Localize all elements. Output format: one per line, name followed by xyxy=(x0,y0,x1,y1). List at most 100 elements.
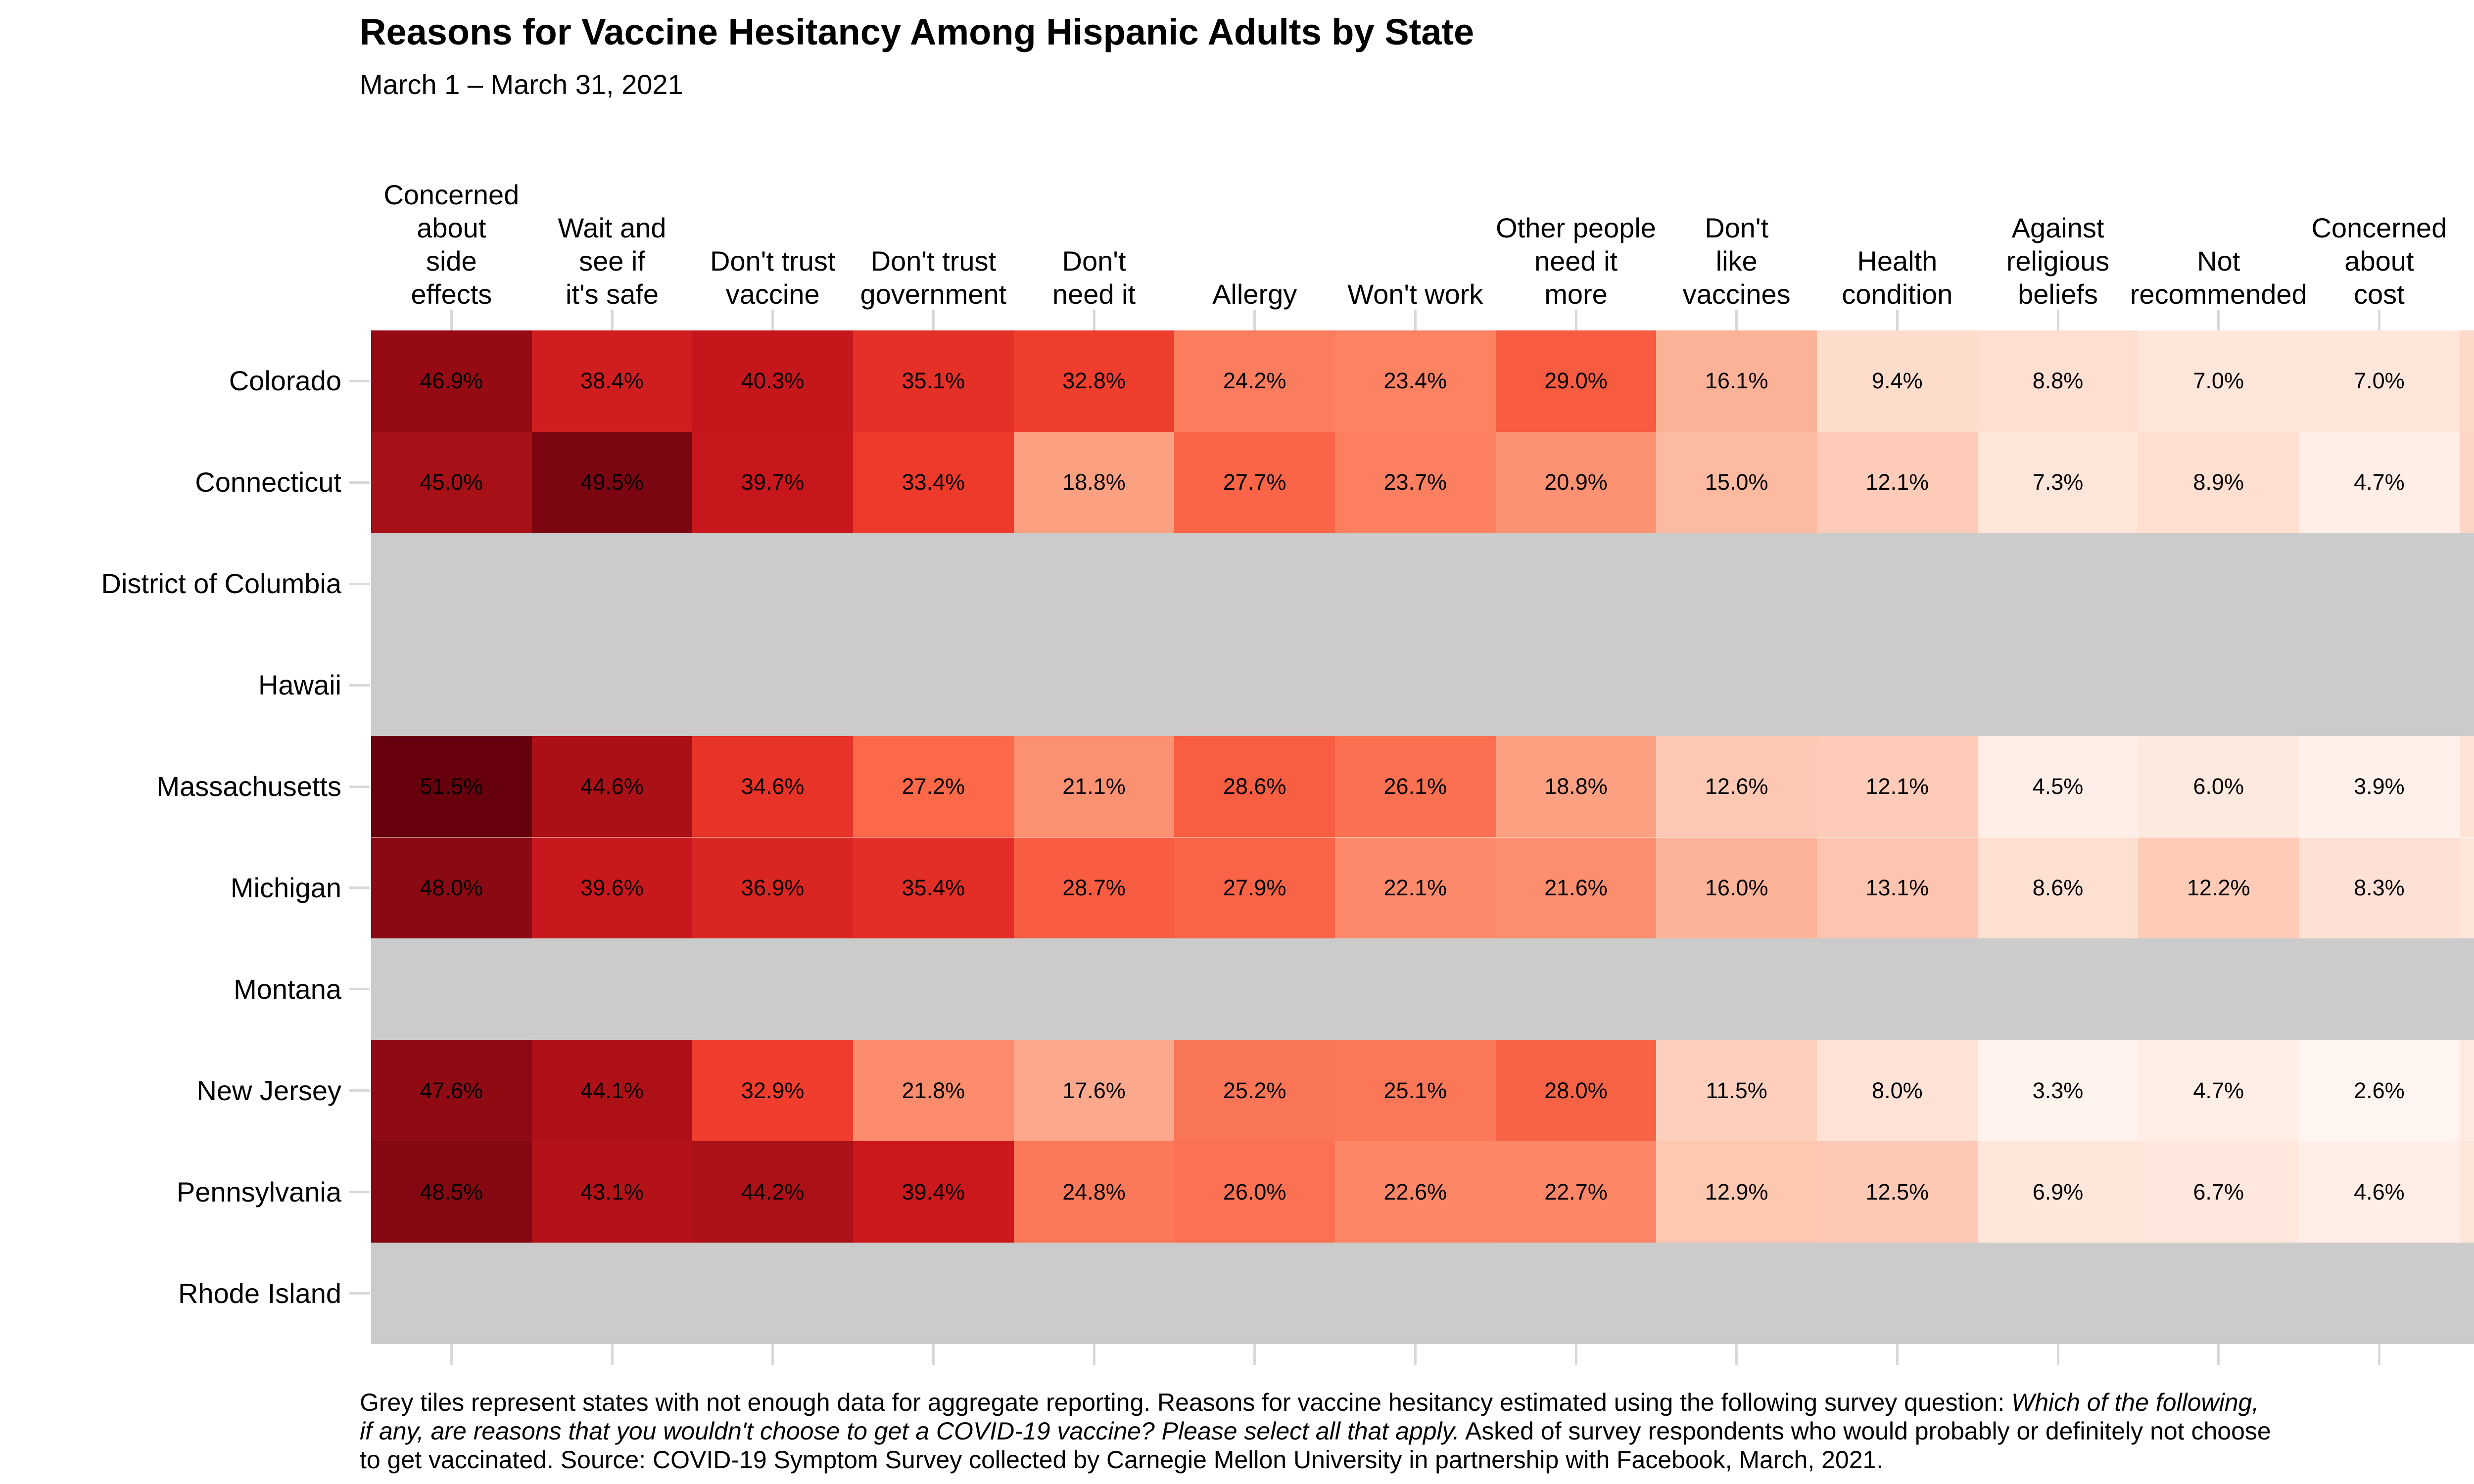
heatmap-cell: 8.8% xyxy=(1977,330,2139,432)
column-header-line: government xyxy=(860,278,1007,310)
axis-tick-left xyxy=(349,886,370,889)
row-label: District of Columbia xyxy=(101,568,341,600)
missing-data-row xyxy=(371,1243,2474,1344)
axis-tick-top xyxy=(2217,310,2220,330)
heatmap-cell: 48.5% xyxy=(371,1141,532,1243)
axis-tick-left xyxy=(349,684,370,687)
column-header: Don't trust vaccine xyxy=(644,170,902,311)
missing-data-row xyxy=(371,533,2474,635)
heatmap-cell: 12.5% xyxy=(1817,1141,1978,1243)
column-header-line: recommended xyxy=(2130,278,2307,310)
axis-tick-bottom xyxy=(611,1344,614,1365)
heatmap-cell: 25.2% xyxy=(1174,1040,1335,1142)
heatmap-cell: 18.8% xyxy=(1495,736,1657,837)
heatmap-cell: 17.6% xyxy=(1013,1040,1175,1142)
footnote-segment: Asked of survey respondents who would pr… xyxy=(1459,1417,2271,1445)
heatmap-cell: 23.7% xyxy=(1335,431,1496,533)
heatmap-cell: 43.1% xyxy=(531,1141,693,1243)
heatmap-cell: 34.6% xyxy=(692,736,853,837)
heatmap-cell: 25.1% xyxy=(1335,1040,1496,1142)
heatmap-cell: 39.4% xyxy=(853,1141,1014,1243)
column-header: Concerned about cost xyxy=(2250,170,2474,311)
column-header: Against religious beliefs xyxy=(1929,170,2187,311)
heatmap-cell: 6.9% xyxy=(1977,1141,2139,1243)
heatmap-cell: 7.3% xyxy=(2459,1141,2474,1243)
heatmap-cell: 3.3% xyxy=(1977,1040,2139,1142)
heatmap-cell: 26.1% xyxy=(1335,736,1496,837)
column-header: Wait and see if it's safe xyxy=(483,170,741,311)
heatmap-cell: 12.9% xyxy=(1656,1141,1817,1243)
column-header-line: vaccine xyxy=(725,278,820,310)
column-header-line: about xyxy=(2344,245,2414,277)
axis-tick-top xyxy=(1735,310,1738,330)
heatmap-cell: 21.6% xyxy=(1495,837,1657,939)
column-header-line: Allergy xyxy=(1212,278,1297,310)
heatmap-cell: 23.4% xyxy=(1335,330,1496,432)
column-header-line: Don't xyxy=(1705,212,1769,243)
heatmap-cell: 45.0% xyxy=(371,431,532,533)
heatmap-cell: 21.1% xyxy=(1013,736,1175,837)
axis-tick-top xyxy=(932,310,935,330)
axis-tick-top xyxy=(1253,310,1256,330)
heatmap-cell: 16.1% xyxy=(1656,330,1817,432)
row-label: Rhode Island xyxy=(178,1277,341,1309)
heatmap-cell: 7.8% xyxy=(2459,736,2474,837)
column-header-line: it's safe xyxy=(565,278,659,310)
axis-tick-left xyxy=(349,785,370,788)
missing-data-row xyxy=(371,634,2474,736)
axis-tick-bottom xyxy=(1414,1344,1417,1365)
heatmap-cell: 13.1% xyxy=(1817,837,1978,939)
footnote-italic-segment: Which of the following, xyxy=(2011,1389,2259,1416)
heatmap-cell: 5.7% xyxy=(2459,1040,2474,1142)
column-header-line: Wait and xyxy=(558,212,666,243)
heatmap-cell: 39.6% xyxy=(531,837,693,939)
heatmap-cell: 12.6% xyxy=(1656,736,1817,837)
heatmap-cell: 10.0% xyxy=(2459,330,2474,432)
heatmap-cell: 28.0% xyxy=(1495,1040,1657,1142)
axis-tick-left xyxy=(349,582,370,585)
heatmap-cell: 27.9% xyxy=(1174,837,1335,939)
row-label: Connecticut xyxy=(195,466,341,498)
column-header-line: Health xyxy=(1857,245,1938,277)
column-header-line: beliefs xyxy=(2018,278,2098,310)
footnote-italic-segment: if any, are reasons that you wouldn't ch… xyxy=(360,1417,1460,1445)
heatmap-cell: 15.0% xyxy=(1656,431,1817,533)
column-header-line: see if xyxy=(579,245,645,277)
heatmap-cell: 11.5% xyxy=(1656,1040,1817,1142)
column-header-line: more xyxy=(1544,278,1608,310)
heatmap-cell: 7.2% xyxy=(2459,837,2474,939)
row-label: Pennsylvania xyxy=(176,1176,341,1207)
row-label: Massachusetts xyxy=(156,771,342,802)
chart-subtitle: March 1 – March 31, 2021 xyxy=(360,69,683,100)
column-header-line: Won't work xyxy=(1347,278,1483,310)
heatmap-cell: 35.4% xyxy=(853,837,1014,939)
column-header-line: Not xyxy=(2197,245,2240,277)
heatmap-cell: 32.9% xyxy=(692,1040,853,1142)
footnote-line: to get vaccinated. Source: COVID-19 Symp… xyxy=(360,1445,2271,1474)
column-header-line: Concerned xyxy=(383,179,520,210)
axis-tick-top xyxy=(450,310,453,330)
row-label: Colorado xyxy=(229,365,341,397)
heatmap-cell: 4.7% xyxy=(2138,1040,2299,1142)
heatmap-cell: 44.6% xyxy=(531,736,693,837)
heatmap-cell: 8.3% xyxy=(2299,837,2460,939)
column-header-line: condition xyxy=(1842,278,1953,310)
heatmap-cell: 36.9% xyxy=(692,837,853,939)
heatmap-cell: 6.0% xyxy=(2138,736,2299,837)
column-header-line: effects xyxy=(411,278,492,310)
footnote-segment: to get vaccinated. Source: COVID-19 Symp… xyxy=(360,1446,1884,1474)
heatmap-cell: 27.2% xyxy=(853,736,1014,837)
axis-tick-top xyxy=(771,310,774,330)
column-header-line: cost xyxy=(2354,278,2405,310)
axis-tick-left xyxy=(349,1089,370,1092)
heatmap-cell: 7.0% xyxy=(2299,330,2460,432)
column-header: Pregnancy xyxy=(2411,170,2474,311)
axis-tick-left xyxy=(349,481,370,484)
heatmap-cell: 2.6% xyxy=(2299,1040,2460,1142)
column-header: Allergy xyxy=(1126,170,1383,311)
axis-tick-top xyxy=(1574,310,1577,330)
column-header: Don't trust government xyxy=(805,170,1062,311)
heatmap-cell: 51.5% xyxy=(371,736,532,837)
column-header-line: Other people xyxy=(1496,212,1656,243)
axis-tick-bottom xyxy=(450,1344,453,1365)
